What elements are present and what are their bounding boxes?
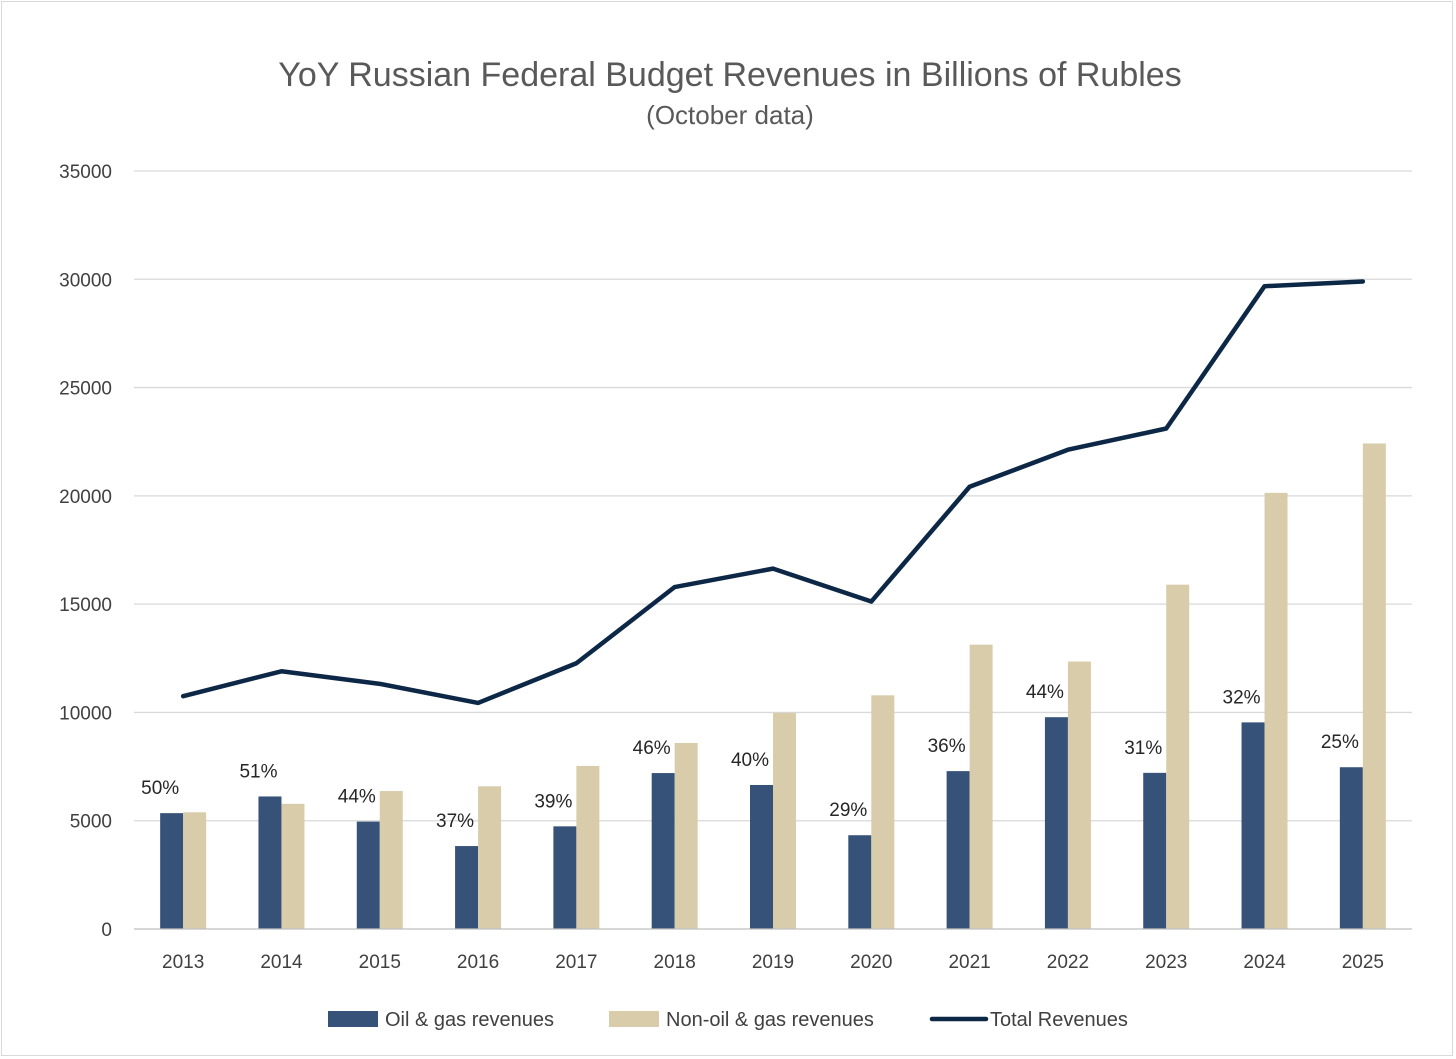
x-tick-label: 2015: [359, 952, 401, 973]
bar-oil-gas: [946, 771, 970, 929]
x-tick-label: 2016: [457, 952, 499, 973]
bar-non-oil-gas: [281, 803, 305, 929]
oil-share-label: 29%: [829, 800, 867, 821]
bar-non-oil-gas: [969, 644, 993, 929]
total-revenues-point: [968, 485, 972, 489]
y-tick-label: 15000: [59, 595, 112, 616]
oil-share-label: 44%: [1026, 682, 1064, 703]
bar-oil-gas: [258, 796, 282, 929]
total-revenues-point: [181, 694, 185, 698]
oil-share-label: 36%: [928, 736, 966, 757]
y-axis: 0 5000 10000 15000 20000 25000 30000 35000: [59, 162, 112, 941]
gridlines: [134, 170, 1412, 822]
bar-non-oil-gas: [871, 695, 895, 929]
x-tick-label: 2020: [850, 952, 892, 973]
data-labels: 50% 51% 44% 37% 39% 46% 40% 29% 36% 44% 31% 32% 25%: [141, 682, 1359, 832]
y-tick-label: 5000: [70, 812, 112, 833]
bar-oil-gas: [1339, 767, 1363, 929]
total-revenues-point: [476, 701, 480, 705]
bar-oil-gas: [1143, 772, 1167, 929]
bar-non-oil-gas: [379, 791, 403, 929]
oil-share-label: 31%: [1124, 738, 1162, 759]
y-tick-label: 0: [101, 920, 112, 941]
legend-label-total: Total Revenues: [990, 1009, 1128, 1031]
oil-share-label: 25%: [1321, 732, 1359, 753]
legend: Oil & gas revenues Non-oil & gas revenues…: [328, 1009, 1128, 1031]
y-tick-label: 30000: [59, 270, 112, 291]
oil-share-label: 44%: [338, 787, 376, 808]
bar-oil-gas: [160, 813, 184, 929]
x-tick-label: 2022: [1047, 952, 1089, 973]
y-tick-label: 25000: [59, 379, 112, 400]
x-tick-label: 2021: [948, 952, 990, 973]
bar-non-oil-gas: [773, 712, 796, 929]
bar-non-oil-gas: [478, 786, 502, 929]
total-revenues-point: [1066, 448, 1070, 452]
bar-non-oil-gas: [576, 765, 600, 929]
oil-share-label: 37%: [436, 811, 474, 832]
total-revenues-point: [378, 682, 382, 686]
legend-swatch-oil-gas: [328, 1011, 378, 1027]
total-revenues-point: [1164, 427, 1168, 431]
bar-oil-gas: [1044, 717, 1068, 929]
total-revenues-point: [869, 600, 873, 604]
y-tick-label: 35000: [59, 162, 112, 183]
bar-non-oil-gas: [183, 812, 207, 929]
x-tick-label: 2014: [260, 952, 303, 973]
total-revenues-point: [1263, 284, 1267, 288]
chart-title: YoY Russian Federal Budget Revenues in B…: [278, 56, 1181, 94]
bar-oil-gas: [1241, 722, 1265, 929]
x-tick-label: 2024: [1243, 952, 1286, 973]
bar-non-oil-gas: [1067, 661, 1091, 929]
total-revenues-point: [1361, 279, 1365, 283]
x-tick-label: 2025: [1342, 952, 1384, 973]
total-revenues-point: [279, 669, 283, 673]
oil-share-label: 40%: [731, 750, 769, 771]
bar-oil-gas: [848, 835, 872, 929]
x-tick-label: 2023: [1145, 952, 1187, 973]
legend-label-oil-gas: Oil & gas revenues: [385, 1009, 554, 1031]
legend-label-non-oil-gas: Non-oil & gas revenues: [666, 1009, 874, 1031]
x-tick-label: 2019: [752, 952, 794, 973]
bar-non-oil-gas: [674, 742, 698, 929]
bar-oil-gas: [553, 826, 577, 929]
total-revenues-point: [574, 661, 578, 665]
oil-share-label: 50%: [141, 778, 179, 799]
legend-swatch-non-oil-gas: [609, 1011, 659, 1027]
bar-non-oil-gas: [1166, 584, 1190, 929]
x-axis: 2013 2014 2015 2016 2017 2018 2019 2020 2021 2022…: [134, 928, 1412, 973]
bars: [160, 443, 1386, 929]
bar-oil-gas: [356, 821, 380, 929]
x-tick-label: 2017: [555, 952, 597, 973]
total-line: [180, 279, 1366, 706]
y-tick-label: 20000: [59, 487, 112, 508]
x-tick-label: 2013: [162, 952, 204, 973]
bar-oil-gas: [455, 846, 479, 929]
y-tick-label: 10000: [59, 703, 112, 724]
oil-share-label: 32%: [1223, 687, 1261, 708]
oil-share-label: 46%: [633, 738, 671, 759]
chart-subtitle: (October data): [646, 100, 814, 130]
x-tick-label: 2018: [654, 952, 696, 973]
total-revenues-point: [673, 585, 677, 589]
bar-oil-gas: [651, 773, 675, 929]
bar-non-oil-gas: [1264, 492, 1288, 929]
bar-oil-gas: [750, 784, 773, 929]
oil-share-label: 51%: [239, 761, 277, 782]
total-revenues-point: [771, 567, 775, 571]
bar-non-oil-gas: [1362, 443, 1386, 929]
oil-share-label: 39%: [534, 791, 572, 812]
